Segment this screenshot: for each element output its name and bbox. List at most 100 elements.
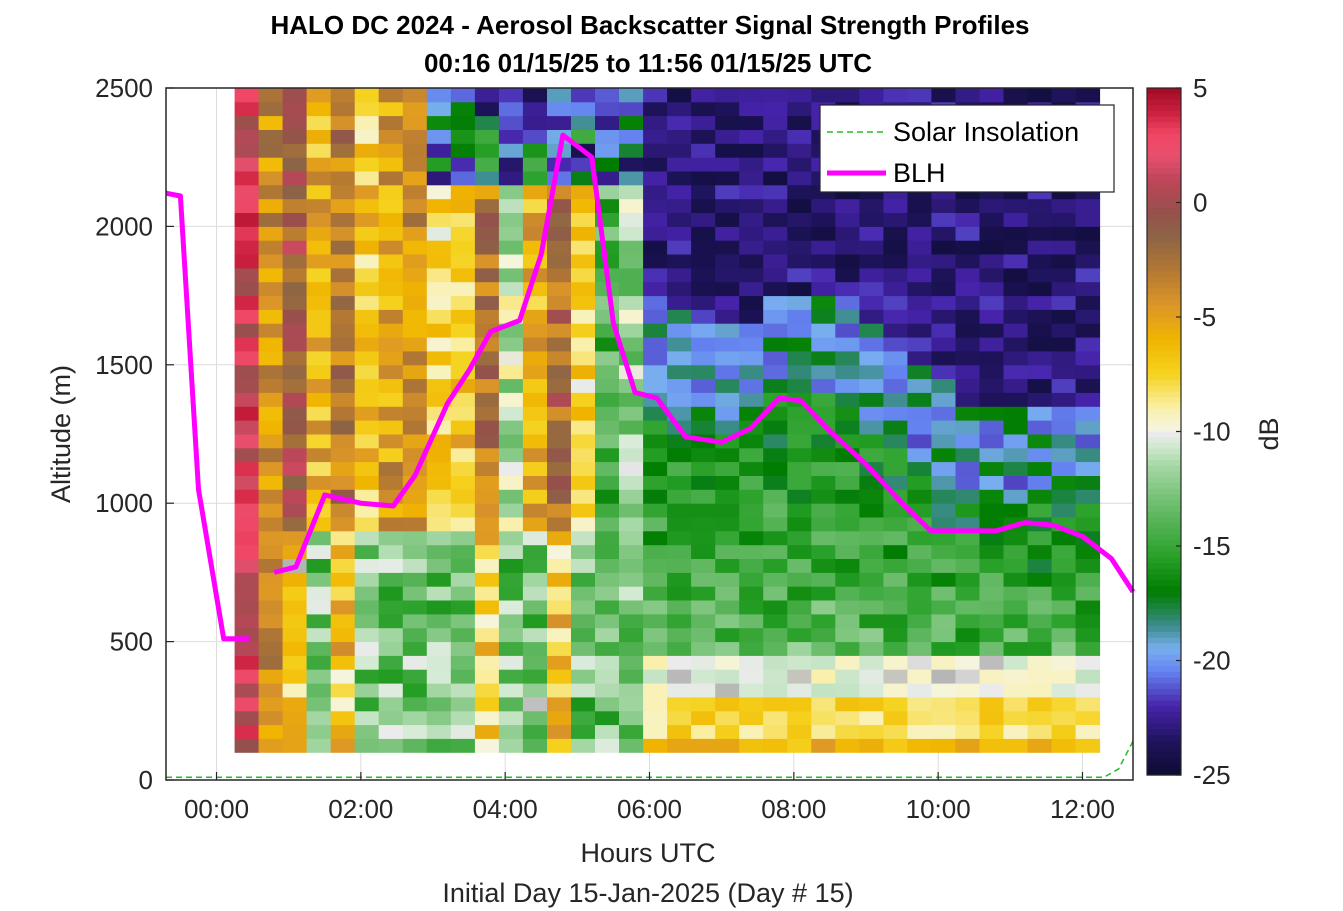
heatmap-cell xyxy=(595,101,620,117)
heatmap-cell xyxy=(859,697,884,712)
heatmap-cell xyxy=(667,240,692,255)
heatmap-cell xyxy=(306,88,332,103)
heatmap-cell xyxy=(1027,323,1053,338)
heatmap-cell xyxy=(306,129,332,144)
heatmap-cell xyxy=(1051,406,1077,421)
heatmap-cell xyxy=(474,198,500,213)
heatmap-cell xyxy=(1075,337,1101,352)
heatmap-cell xyxy=(1075,738,1101,753)
heatmap-cell xyxy=(739,378,764,393)
heatmap-cell xyxy=(619,212,644,227)
heatmap-cell xyxy=(691,724,716,739)
heatmap-cell xyxy=(619,295,644,310)
colorbar-segment xyxy=(1147,282,1181,289)
heatmap-cell xyxy=(258,337,284,352)
heatmap-cell xyxy=(1075,226,1101,241)
colorbar-segment xyxy=(1147,763,1181,770)
colorbar-segment xyxy=(1147,191,1181,198)
colorbar-segment xyxy=(1147,746,1181,753)
heatmap-cell xyxy=(547,738,572,753)
heatmap-cell xyxy=(979,226,1004,241)
heatmap-cell xyxy=(234,572,260,587)
heatmap-cell xyxy=(931,710,956,726)
heatmap-cell xyxy=(595,627,620,643)
heatmap-cell xyxy=(474,184,500,200)
heatmap-cell xyxy=(1051,309,1077,324)
heatmap-cell xyxy=(1003,683,1028,698)
heatmap-cell xyxy=(739,337,764,352)
heatmap-cell xyxy=(1003,697,1028,712)
heatmap-cell xyxy=(234,475,260,490)
heatmap-cell xyxy=(354,655,380,670)
heatmap-cell xyxy=(763,281,788,297)
heatmap-cell xyxy=(402,586,428,601)
heatmap-cell xyxy=(835,337,860,352)
heatmap-cell xyxy=(474,240,500,255)
heatmap-cell xyxy=(859,337,884,352)
heatmap-cell xyxy=(787,503,812,518)
heatmap-cell xyxy=(1003,613,1028,629)
heatmap-cell xyxy=(691,406,716,421)
colorbar-segment xyxy=(1147,534,1181,541)
heatmap-cell xyxy=(979,586,1004,601)
heatmap-cell xyxy=(258,530,284,546)
heatmap-cell xyxy=(402,212,428,227)
heatmap-cell xyxy=(667,143,692,158)
heatmap-cell xyxy=(378,295,404,310)
heatmap-cell xyxy=(643,171,668,186)
heatmap-cell xyxy=(979,489,1004,504)
heatmap-cell xyxy=(402,724,428,739)
colorbar-segment xyxy=(1147,317,1181,324)
heatmap-cell xyxy=(907,434,932,449)
heatmap-cell xyxy=(234,392,260,407)
heatmap-cell xyxy=(979,530,1004,546)
heatmap-cell xyxy=(426,600,452,615)
heatmap-cell xyxy=(1003,364,1028,380)
heatmap-cell xyxy=(979,503,1004,518)
heatmap-cell xyxy=(426,544,452,559)
heatmap-cell xyxy=(835,420,860,435)
heatmap-cell xyxy=(811,337,836,352)
heatmap-cell xyxy=(402,309,428,324)
heatmap-cell xyxy=(474,489,500,504)
heatmap-cell xyxy=(835,240,860,255)
heatmap-cell xyxy=(354,600,380,615)
heatmap-cell xyxy=(595,309,620,324)
colorbar-segment xyxy=(1147,334,1181,341)
heatmap-cell xyxy=(571,461,596,476)
heatmap-cell xyxy=(1027,420,1053,435)
heatmap-cell xyxy=(354,212,380,227)
colorbar-segment xyxy=(1147,276,1181,284)
heatmap-cell xyxy=(547,627,572,643)
heatmap-cell xyxy=(402,517,428,532)
heatmap-cell xyxy=(763,212,788,227)
heatmap-cell xyxy=(667,586,692,601)
heatmap-cell xyxy=(931,517,956,532)
heatmap-cell xyxy=(354,129,380,144)
heatmap-cell xyxy=(691,392,716,407)
x-tick-label: 02:00 xyxy=(328,794,393,824)
heatmap-cell xyxy=(763,254,788,269)
heatmap-cell xyxy=(595,613,620,629)
heatmap-cell xyxy=(691,101,716,117)
colorbar-segment xyxy=(1147,620,1181,627)
heatmap-cell xyxy=(474,364,500,380)
heatmap-cell xyxy=(258,724,284,739)
heatmap-cell xyxy=(1027,337,1053,352)
heatmap-cell xyxy=(1003,254,1028,269)
heatmap-cell xyxy=(306,558,332,573)
heatmap-cell xyxy=(835,212,860,227)
heatmap-cell xyxy=(1027,600,1053,615)
heatmap-cell xyxy=(787,267,812,283)
heatmap-cell xyxy=(739,364,764,380)
heatmap-cell xyxy=(282,669,308,684)
heatmap-cell xyxy=(450,710,476,726)
heatmap-cell xyxy=(498,669,524,684)
heatmap-cell xyxy=(787,88,812,103)
heatmap-cell xyxy=(763,420,788,435)
heatmap-cell xyxy=(715,489,740,504)
heatmap-cell xyxy=(787,489,812,504)
colorbar-segment xyxy=(1147,362,1181,370)
heatmap-cell xyxy=(282,627,308,643)
heatmap-cell xyxy=(474,517,500,532)
